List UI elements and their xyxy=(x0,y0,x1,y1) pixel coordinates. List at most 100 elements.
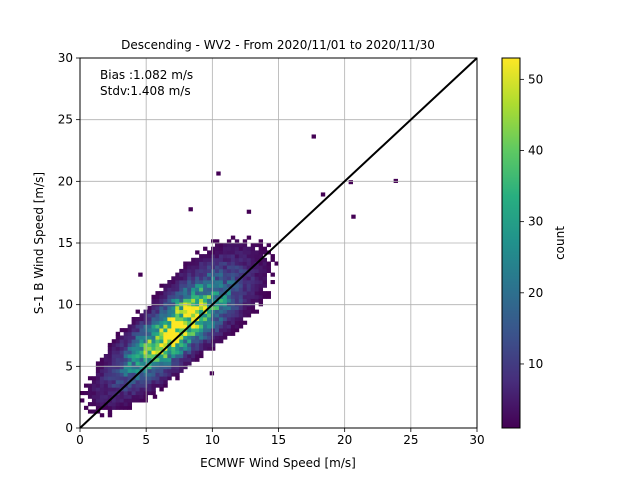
heatmap-cell xyxy=(159,376,164,381)
heatmap-cell xyxy=(222,305,228,310)
heatmap-cell xyxy=(139,376,144,381)
heatmap-cell xyxy=(131,387,136,392)
heatmap-cell xyxy=(139,350,144,355)
heatmap-cell xyxy=(207,320,212,325)
heatmap-cell xyxy=(151,379,156,384)
heatmap-cell xyxy=(131,361,136,366)
heatmap-cell xyxy=(143,357,148,362)
heatmap-cell xyxy=(127,365,133,370)
heatmap-cell xyxy=(230,324,236,329)
heatmap-cell xyxy=(191,350,196,355)
heatmap-cell xyxy=(135,309,140,314)
heatmap-cell xyxy=(183,335,188,340)
heatmap-cell xyxy=(83,383,89,388)
heatmap-cell xyxy=(103,387,109,392)
heatmap-cell xyxy=(258,239,264,244)
heatmap-cell xyxy=(195,294,200,299)
heatmap-cell xyxy=(163,365,168,370)
heatmap-cell xyxy=(250,298,256,303)
heatmap-cell xyxy=(167,361,172,366)
heatmap-cell xyxy=(214,272,220,277)
heatmap-cell xyxy=(242,276,248,281)
heatmap-cell xyxy=(127,354,133,359)
heatmap-cell xyxy=(393,178,398,183)
heatmap-cell xyxy=(218,324,224,329)
heatmap-cell xyxy=(135,342,140,347)
heatmap-cell xyxy=(234,246,240,251)
heatmap-cell xyxy=(214,261,220,266)
heatmap-cell xyxy=(226,294,232,299)
heatmap-cell xyxy=(131,394,136,399)
heatmap-cell xyxy=(103,368,109,373)
heatmap-cell xyxy=(171,309,176,314)
heatmap-cell xyxy=(203,246,208,251)
heatmap-cell xyxy=(135,324,140,329)
heatmap-cell xyxy=(191,324,196,329)
heatmap-cell xyxy=(167,294,172,299)
heatmap-cell xyxy=(234,324,240,329)
heatmap-cell xyxy=(179,361,184,366)
heatmap-cell xyxy=(163,376,168,381)
heatmap-cell xyxy=(111,379,117,384)
heatmap-cell xyxy=(254,250,260,255)
heatmap-cell xyxy=(214,265,220,270)
heatmap-cell xyxy=(179,350,184,355)
heatmap-cell xyxy=(238,309,244,314)
heatmap-cell xyxy=(254,272,260,277)
heatmap-cell xyxy=(147,346,152,351)
heatmap-cell xyxy=(159,387,164,392)
heatmap-cell xyxy=(139,346,144,351)
heatmap-cell xyxy=(171,305,176,310)
heatmap-cell xyxy=(123,331,129,336)
heatmap-cell xyxy=(119,383,125,388)
heatmap-cell xyxy=(175,272,180,277)
heatmap-cell xyxy=(195,291,200,296)
heatmap-cell xyxy=(127,350,133,355)
heatmap-cell xyxy=(230,268,236,273)
heatmap-cell xyxy=(155,368,160,373)
heatmap-cell xyxy=(207,324,212,329)
heatmap-cell xyxy=(163,354,168,359)
heatmap-cell xyxy=(214,302,220,307)
heatmap-cell xyxy=(214,309,220,314)
heatmap-cell xyxy=(175,365,180,370)
heatmap-cell xyxy=(91,409,97,414)
heatmap-cell xyxy=(226,280,232,285)
heatmap-cell xyxy=(238,268,244,273)
heatmap-cell xyxy=(222,250,228,255)
heatmap-cell xyxy=(187,294,192,299)
heatmap-cell xyxy=(171,298,176,303)
heatmap-cell xyxy=(115,335,121,340)
heatmap-cell xyxy=(250,283,256,288)
heatmap-cell xyxy=(195,302,200,307)
heatmap-cell xyxy=(258,250,264,255)
heatmap-cell xyxy=(155,294,160,299)
heatmap-cell xyxy=(254,265,260,270)
heatmap-cell xyxy=(234,305,240,310)
x-tick-label: 0 xyxy=(76,433,84,447)
heatmap-cell xyxy=(175,361,180,366)
heatmap-cell xyxy=(163,313,168,318)
heatmap-cell xyxy=(187,313,192,318)
heatmap-cell xyxy=(123,391,129,396)
heatmap-cell xyxy=(155,365,160,370)
heatmap-cell xyxy=(214,239,220,244)
heatmap-cell xyxy=(135,394,140,399)
heatmap-cell xyxy=(179,302,184,307)
heatmap-cell xyxy=(127,335,133,340)
heatmap-cell xyxy=(214,317,220,322)
heatmap-cells xyxy=(80,134,398,418)
heatmap-cell xyxy=(159,309,164,314)
heatmap-cell xyxy=(262,294,267,299)
heatmap-cell xyxy=(131,368,136,373)
heatmap-cell xyxy=(218,257,224,262)
heatmap-cell xyxy=(163,368,168,373)
heatmap-cell xyxy=(119,350,125,355)
heatmap-cell xyxy=(171,372,176,377)
heatmap-cell xyxy=(183,365,188,370)
heatmap-cell xyxy=(123,335,129,340)
colorbar-tick-label: 10 xyxy=(528,357,543,371)
heatmap-cell xyxy=(348,180,354,185)
heatmap-cell xyxy=(203,276,208,281)
heatmap-cell xyxy=(151,309,156,314)
